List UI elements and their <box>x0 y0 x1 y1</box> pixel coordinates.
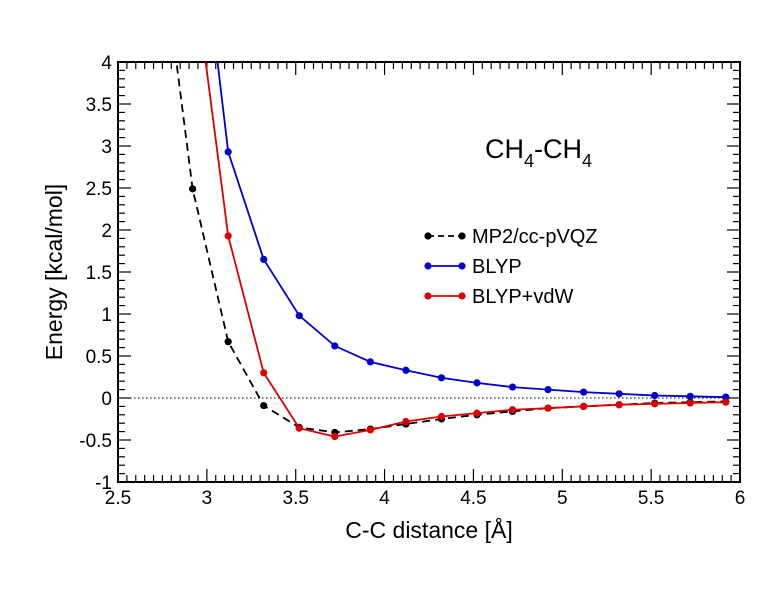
data-point <box>224 148 232 156</box>
data-point <box>295 424 303 432</box>
legend-marker <box>458 292 466 300</box>
data-point <box>260 255 268 263</box>
y-tick-label: 2 <box>101 221 112 242</box>
data-point <box>189 185 197 193</box>
legend-label: BLYP <box>472 256 522 278</box>
legend-marker <box>424 262 432 270</box>
data-point <box>260 369 268 377</box>
x-axis-title: C-C distance [Å] <box>345 516 512 543</box>
data-point <box>331 342 339 350</box>
data-point <box>437 374 446 382</box>
data-point <box>508 406 517 414</box>
series-layer <box>175 62 730 441</box>
y-tick-label: -0.5 <box>79 431 112 452</box>
data-point <box>544 404 552 412</box>
data-point <box>473 379 481 387</box>
legend-label: BLYP+vdW <box>472 286 573 308</box>
x-tick-label: 6 <box>735 488 746 509</box>
legend-item: BLYP+vdW <box>424 286 573 308</box>
data-point <box>295 312 303 320</box>
legend-marker <box>458 262 466 270</box>
y-tick-label: 4 <box>101 53 112 74</box>
data-point <box>580 402 588 410</box>
x-tick-label: 5 <box>557 488 568 509</box>
data-point <box>615 401 623 409</box>
y-tick-label: 0 <box>101 389 112 410</box>
y-tick-label: -1 <box>95 473 112 494</box>
data-point <box>473 409 481 417</box>
y-tick-label: 2.5 <box>86 179 112 200</box>
data-point <box>580 388 588 396</box>
data-point <box>366 358 374 366</box>
x-tick-label: 5.5 <box>638 488 664 509</box>
data-point <box>651 400 659 408</box>
legend-item: MP2/cc-pVQZ <box>424 226 598 248</box>
series-3 <box>204 62 730 441</box>
legend: MP2/cc-pVQZ BLYP BLYP+vdW <box>424 226 598 308</box>
data-point <box>331 433 339 441</box>
data-point <box>366 426 374 434</box>
data-point <box>508 383 517 391</box>
y-tick-label: 1 <box>101 305 112 326</box>
legend-item: BLYP <box>424 256 522 278</box>
data-point <box>544 386 552 394</box>
data-point <box>722 393 730 401</box>
data-point <box>224 232 232 240</box>
data-point <box>722 398 730 406</box>
legend-marker <box>424 232 432 240</box>
data-point <box>651 391 659 400</box>
y-tick-label: 3 <box>101 137 112 158</box>
data-point <box>224 338 232 346</box>
legend-label: MP2/cc-pVQZ <box>472 226 598 248</box>
series-line <box>216 62 726 399</box>
data-point <box>615 390 623 398</box>
series-2 <box>216 62 730 401</box>
series-line <box>204 62 726 438</box>
y-tick-label: 3.5 <box>86 95 112 116</box>
data-point <box>686 392 694 400</box>
x-tick-label: 2.5 <box>105 488 131 509</box>
y-axis-title: Energy [kcal/mol] <box>41 184 67 360</box>
legend-marker <box>424 292 432 300</box>
data-point <box>437 412 446 421</box>
legend-marker <box>458 232 466 240</box>
y-tick-label: 0.5 <box>86 347 112 368</box>
x-tick-label: 4 <box>379 488 390 509</box>
data-point <box>686 399 694 407</box>
data-point <box>260 401 268 410</box>
molecule-annotation: CH4-CH4 <box>485 134 592 171</box>
x-tick-label: 3.5 <box>283 488 309 509</box>
x-tick-label: 4.5 <box>460 488 486 509</box>
tick-labels: 2.5 3 3.5 4 4.5 5 5.5 6 -1 -0.5 0 0.5 1 1.5 2 2.5 3 3.5 4 <box>79 53 745 509</box>
x-tick-label: 3 <box>202 488 213 509</box>
data-point <box>402 417 410 426</box>
data-point <box>402 366 410 374</box>
y-tick-label: 1.5 <box>86 263 112 284</box>
